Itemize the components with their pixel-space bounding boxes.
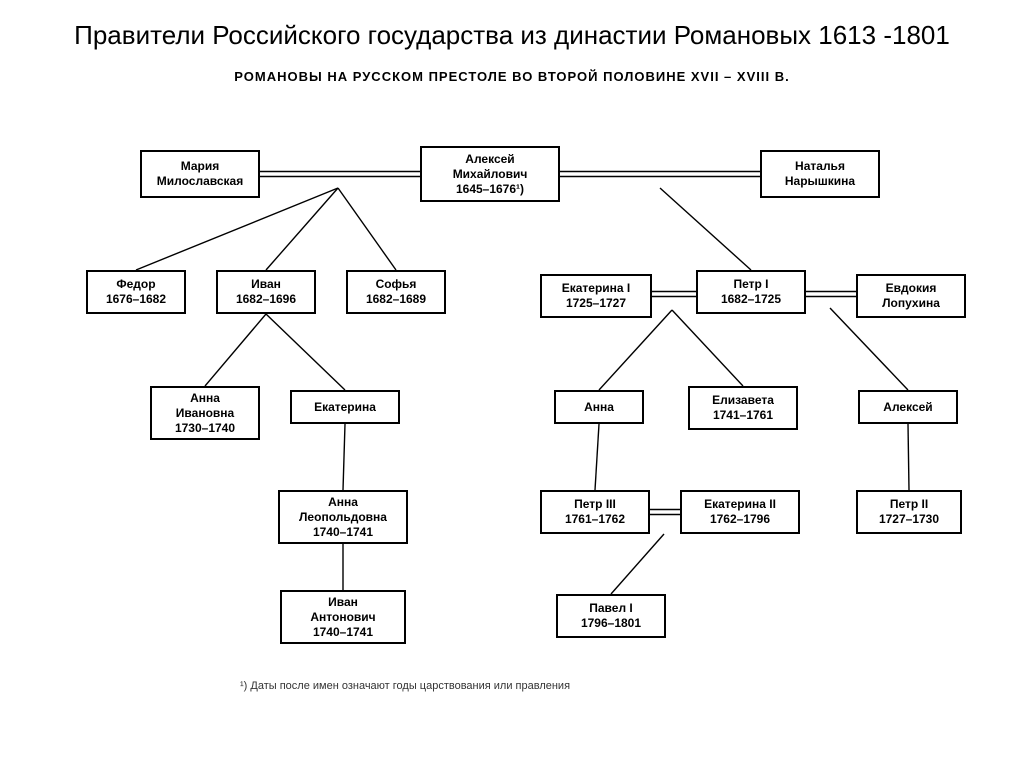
node-ekat1: Екатерина I1725–1727 <box>540 274 652 318</box>
node-anna: Анна <box>554 390 644 424</box>
node-ekat2: Екатерина II1762–1796 <box>680 490 800 534</box>
node-pavel: Павел I1796–1801 <box>556 594 666 638</box>
node-natalia: НатальяНарышкина <box>760 150 880 198</box>
node-sofia: Софья1682–1689 <box>346 270 446 314</box>
node-maria: МарияМилославская <box>140 150 260 198</box>
page-title: Правители Российского государства из дин… <box>0 0 1024 61</box>
node-fedor: Федор1676–1682 <box>86 270 186 314</box>
node-alexei: АлексейМихайлович1645–1676¹) <box>420 146 560 202</box>
node-peter1: Петр I1682–1725 <box>696 270 806 314</box>
node-eliz: Елизавета1741–1761 <box>688 386 798 430</box>
node-ekaterina: Екатерина <box>290 390 400 424</box>
node-evdokia: ЕвдокияЛопухина <box>856 274 966 318</box>
node-peter3: Петр III1761–1762 <box>540 490 650 534</box>
family-tree: МарияМилославская АлексейМихайлович1645–1… <box>0 90 1024 710</box>
chart-subtitle: РОМАНОВЫ НА РУССКОМ ПРЕСТОЛЕ ВО ВТОРОЙ П… <box>0 69 1024 84</box>
footnote: ¹) Даты после имен означают годы царство… <box>240 680 570 692</box>
node-ivanA: ИванАнтонович1740–1741 <box>280 590 406 644</box>
node-ivan: Иван1682–1696 <box>216 270 316 314</box>
node-alexeiP: Алексей <box>858 390 958 424</box>
node-peter2: Петр II1727–1730 <box>856 490 962 534</box>
node-annaL: АннаЛеопольдовна1740–1741 <box>278 490 408 544</box>
node-annaIv: АннаИвановна1730–1740 <box>150 386 260 440</box>
